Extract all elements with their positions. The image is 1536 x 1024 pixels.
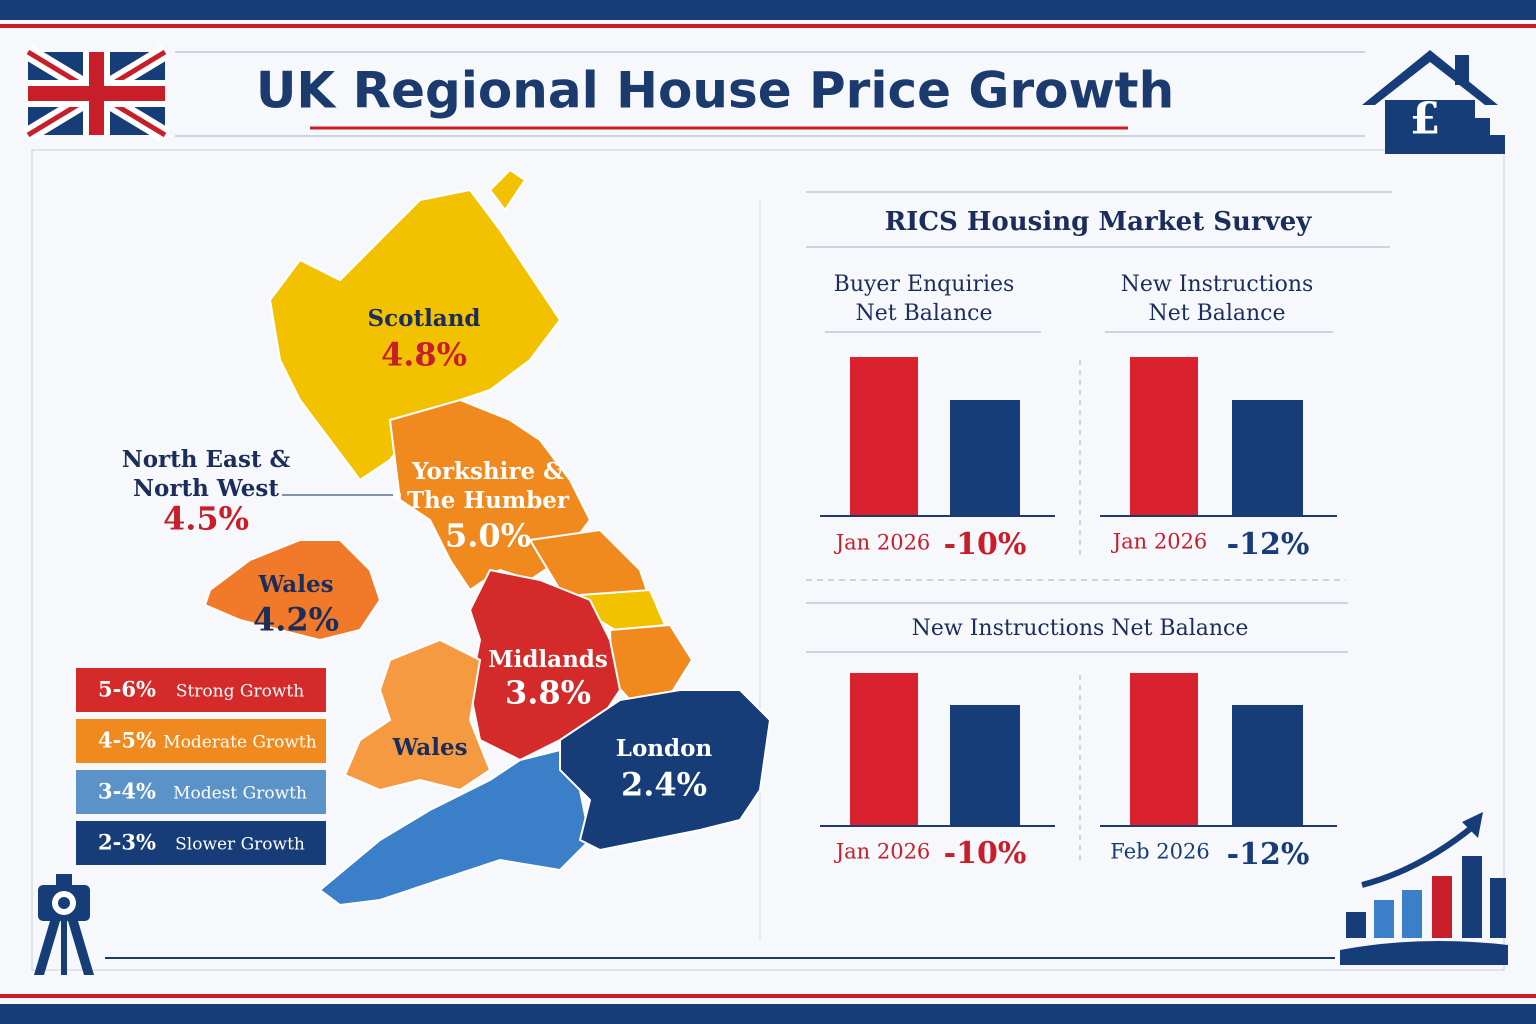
legend-range: 2-3% — [98, 830, 156, 855]
shape — [1432, 876, 1452, 938]
leader-dot — [393, 491, 401, 499]
panel-title: Buyer Enquiries — [834, 272, 1015, 297]
shape — [1462, 856, 1482, 938]
region-name: Yorkshire & — [411, 458, 564, 485]
panel-date: Jan 2026 — [834, 531, 931, 555]
region-growth: 5.0% — [445, 517, 531, 555]
region-island — [203, 539, 382, 642]
panel-title: Net Balance — [1148, 301, 1285, 326]
region-name: The Humber — [407, 487, 570, 514]
region-wales — [343, 638, 492, 792]
shape — [950, 400, 1020, 515]
shape — [1361, 822, 1477, 888]
region-name: Scotland — [367, 305, 480, 332]
survey-icon — [34, 874, 94, 975]
shape — [1485, 135, 1505, 154]
shape — [89, 52, 104, 135]
content-frame — [31, 149, 1505, 971]
shape — [1385, 100, 1475, 154]
bottom-stripe — [0, 994, 1536, 998]
shape — [1130, 357, 1198, 515]
region-growth: 4.8% — [381, 336, 467, 374]
shape — [1490, 878, 1506, 938]
shape — [1340, 941, 1508, 965]
legend: 5-6% Strong Growth 4-5% Moderate Growth 3-4%… — [76, 668, 326, 865]
region-east-lower — [608, 623, 694, 702]
legend-swatch — [76, 719, 326, 763]
uk-map — [203, 168, 772, 907]
region-name: Midlands — [488, 646, 608, 673]
panel-value: -10% — [944, 836, 1027, 871]
region-london — [559, 689, 772, 852]
panel-title: New Instructions — [1121, 272, 1314, 297]
survey-title: RICS Housing Market Survey — [885, 207, 1313, 237]
shape — [61, 921, 67, 975]
shape — [56, 874, 72, 885]
legend-label: Modest Growth — [173, 784, 307, 804]
shape — [1232, 400, 1303, 515]
shape — [1455, 55, 1469, 85]
panel-date: Jan 2026 — [1111, 530, 1208, 554]
region-name: North West — [133, 475, 279, 502]
bars — [820, 357, 1337, 827]
panel-value: -12% — [1227, 527, 1310, 562]
legend-range: 3-4% — [98, 779, 156, 804]
growth-icon — [1340, 812, 1508, 965]
panel-value: -12% — [1227, 837, 1310, 872]
house-icon: £ — [1362, 50, 1505, 154]
legend-swatch — [76, 821, 326, 865]
legend-label: Strong Growth — [176, 682, 304, 702]
shape — [1130, 673, 1198, 825]
legend-swatch — [76, 770, 326, 814]
shape — [950, 705, 1020, 825]
shape — [1402, 890, 1422, 938]
legend-range: 4-5% — [98, 728, 156, 753]
region-islands — [488, 168, 527, 212]
panel-date: Feb 2026 — [1110, 840, 1209, 864]
top-band — [0, 0, 1536, 20]
region-south-west — [318, 748, 592, 907]
bottom-band — [0, 1004, 1536, 1024]
shape — [58, 897, 70, 909]
panel-date: Jan 2026 — [834, 840, 931, 864]
shape — [1362, 50, 1498, 105]
region-growth: 2.4% — [621, 766, 707, 804]
region-name: London — [616, 735, 713, 762]
legend-range: 5-6% — [98, 677, 156, 702]
top-stripe — [0, 24, 1536, 28]
shape — [850, 673, 918, 825]
section-title: New Instructions Net Balance — [912, 616, 1249, 641]
shape — [850, 357, 918, 515]
uk-flag — [23, 45, 170, 142]
region-name: North East & — [122, 446, 291, 473]
panel-value: -10% — [944, 527, 1027, 562]
shape: £ — [1410, 94, 1441, 145]
legend-label: Slower Growth — [175, 835, 305, 855]
region-name: Wales — [391, 734, 467, 761]
region-growth: 4.2% — [253, 601, 339, 639]
shape — [68, 921, 94, 975]
page-title: UK Regional House Price Growth — [256, 62, 1174, 120]
shape — [1462, 812, 1483, 838]
legend-label: Moderate Growth — [163, 733, 316, 753]
shape — [1232, 705, 1303, 825]
shape — [1346, 912, 1366, 938]
shape — [1374, 900, 1394, 938]
region-growth: 3.8% — [505, 674, 591, 712]
panel-title: Net Balance — [855, 301, 992, 326]
region-growth: 4.5% — [163, 500, 249, 538]
legend-swatch — [76, 668, 326, 712]
shape — [34, 921, 60, 975]
region-name: Wales — [257, 571, 333, 598]
